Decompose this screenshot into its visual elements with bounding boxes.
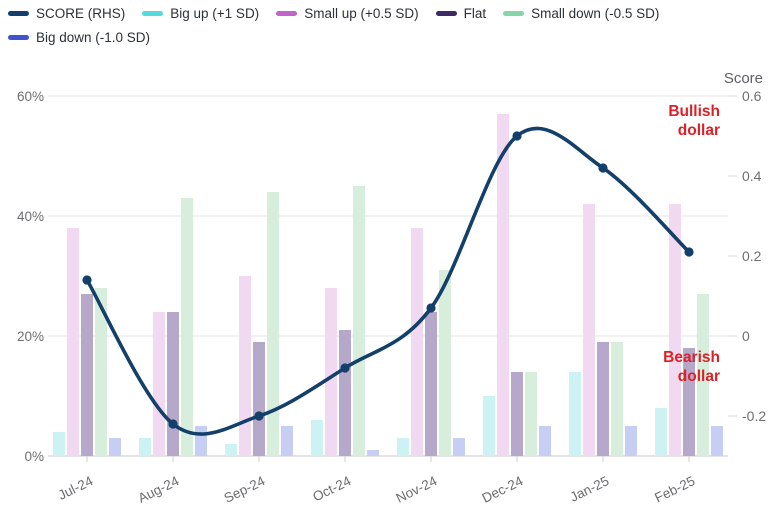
bar bbox=[81, 294, 93, 456]
bar bbox=[67, 228, 79, 456]
x-axis-label: Jul-24 bbox=[56, 473, 96, 503]
score-point bbox=[82, 275, 92, 285]
legend-item-big-up-1-sd: Big up (+1 SD) bbox=[142, 5, 259, 22]
bar bbox=[353, 186, 365, 456]
score-point bbox=[598, 163, 608, 173]
bar bbox=[497, 114, 509, 456]
legend-label: Big up (+1 SD) bbox=[170, 6, 260, 21]
bar bbox=[367, 450, 379, 456]
bar bbox=[325, 288, 337, 456]
left-axis-label: 40% bbox=[17, 209, 44, 224]
legend-swatch-icon bbox=[142, 11, 164, 16]
x-axis-label: Sep-24 bbox=[222, 473, 268, 505]
right-axis-label: -0.2 bbox=[742, 408, 766, 424]
bar bbox=[625, 426, 637, 456]
bar bbox=[711, 426, 723, 456]
bar bbox=[411, 228, 423, 456]
annotation-bullish-dollar: Bullish dollar bbox=[668, 103, 720, 139]
annotation-bearish-dollar: Bearish dollar bbox=[663, 349, 720, 385]
bar bbox=[583, 204, 595, 456]
right-axis-label: 0.4 bbox=[742, 168, 762, 184]
bar bbox=[655, 408, 667, 456]
legend-swatch-icon bbox=[503, 11, 525, 16]
bar bbox=[483, 396, 495, 456]
bar bbox=[611, 342, 623, 456]
legend-item-score-rhs: SCORE (RHS) bbox=[8, 5, 125, 22]
bar bbox=[139, 438, 151, 456]
left-axis-label: 60% bbox=[17, 89, 44, 104]
score-point bbox=[426, 303, 436, 313]
bar bbox=[669, 204, 681, 456]
x-axis-label: Feb-25 bbox=[652, 473, 697, 505]
bar bbox=[253, 342, 265, 456]
bar bbox=[525, 372, 537, 456]
bar bbox=[95, 288, 107, 456]
right-axis-title: Score bbox=[723, 70, 763, 87]
legend-label: Small down (-0.5 SD) bbox=[531, 6, 660, 21]
bar bbox=[311, 420, 323, 456]
legend-label: Flat bbox=[463, 6, 487, 21]
right-axis-label: 0.6 bbox=[742, 88, 762, 104]
x-axis-label: Nov-24 bbox=[394, 473, 440, 505]
left-axis-label: 0% bbox=[24, 449, 44, 464]
bar bbox=[167, 312, 179, 456]
bar bbox=[53, 432, 65, 456]
bar bbox=[597, 342, 609, 456]
legend-swatch-icon bbox=[8, 35, 29, 40]
bar bbox=[697, 294, 709, 456]
left-axis-label: 20% bbox=[17, 329, 44, 344]
legend-item-flat: Flat bbox=[435, 5, 487, 22]
bar bbox=[109, 438, 121, 456]
legend-label: Big down (-1.0 SD) bbox=[36, 30, 151, 45]
legend-item-small-up-0-5-sd: Small up (+0.5 SD) bbox=[276, 5, 419, 22]
bar bbox=[239, 276, 251, 456]
right-axis-label: 0.2 bbox=[742, 248, 762, 264]
score-point bbox=[684, 247, 694, 257]
legend-swatch-icon bbox=[435, 11, 457, 16]
bar bbox=[267, 192, 279, 456]
legend-item-small-down-0-5-sd: Small down (-0.5 SD) bbox=[503, 5, 659, 22]
x-axis-label: Jan-25 bbox=[568, 473, 612, 505]
bar bbox=[569, 372, 581, 456]
score-point bbox=[512, 131, 522, 141]
legend-swatch-icon bbox=[8, 11, 29, 16]
legend-swatch-icon bbox=[276, 11, 298, 16]
x-axis-label: Aug-24 bbox=[136, 473, 182, 505]
bar bbox=[153, 312, 165, 456]
right-axis-label: 0 bbox=[742, 328, 750, 344]
bar bbox=[511, 372, 523, 456]
bar bbox=[683, 348, 695, 456]
chart-legend: SCORE (RHS) Big up (+1 SD) Small up (+0.5 … bbox=[8, 5, 758, 46]
legend-item-big-down-1-0-sd: Big down (-1.0 SD) bbox=[8, 29, 150, 46]
bar bbox=[539, 426, 551, 456]
legend-label: SCORE (RHS) bbox=[36, 6, 126, 21]
bar bbox=[453, 438, 465, 456]
bar bbox=[181, 198, 193, 456]
bar bbox=[397, 438, 409, 456]
bar bbox=[425, 312, 437, 456]
bar bbox=[225, 444, 237, 456]
x-axis-label: Dec-24 bbox=[480, 473, 526, 505]
bar bbox=[439, 270, 451, 456]
score-point bbox=[168, 419, 178, 429]
bar bbox=[339, 330, 351, 456]
score-point bbox=[340, 363, 350, 373]
x-axis-label: Oct-24 bbox=[310, 473, 353, 504]
bar bbox=[195, 426, 207, 456]
bar bbox=[281, 426, 293, 456]
legend-label: Small up (+0.5 SD) bbox=[304, 6, 419, 21]
score-point bbox=[254, 411, 264, 421]
